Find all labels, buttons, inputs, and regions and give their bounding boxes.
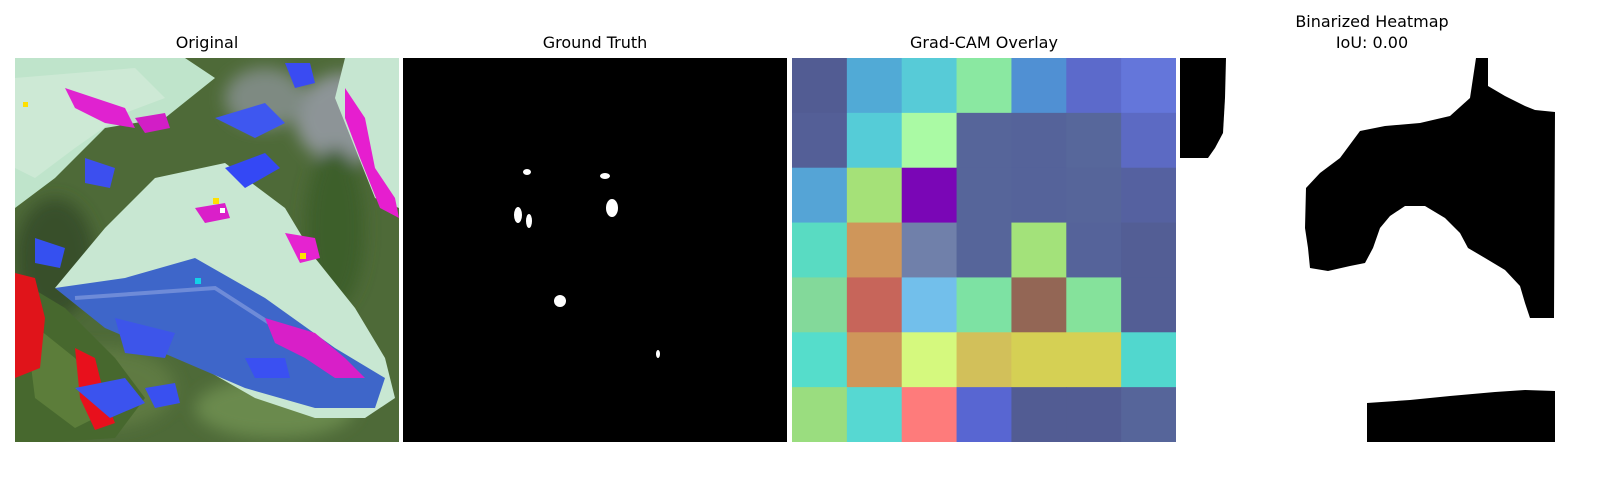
panel-title: Binarized Heatmap <box>1295 12 1449 31</box>
heatmap-cell <box>1011 277 1067 333</box>
heatmap-cell <box>956 167 1012 224</box>
heatmap-cell <box>1066 387 1122 442</box>
heatmap-cell <box>1011 332 1067 388</box>
heatmap-cell <box>846 332 903 388</box>
binary-image <box>1180 58 1564 442</box>
heatmap-cell <box>901 387 958 442</box>
heatmap-cell <box>1121 58 1176 114</box>
heatmap-cell <box>1121 387 1176 442</box>
heatmap-cell <box>1121 112 1176 169</box>
heatmap-cell <box>1121 222 1176 278</box>
heatmap-cell <box>1066 167 1122 224</box>
heatmap-cell <box>1011 58 1067 114</box>
heatmap-cell <box>1011 112 1067 169</box>
leaf-image <box>15 58 399 442</box>
heatmap-cell <box>846 222 903 278</box>
heatmap-cell <box>901 167 958 224</box>
heatmap-cell <box>792 277 848 333</box>
heatmap-cell <box>1011 222 1067 278</box>
heatmap-cell <box>1066 58 1122 114</box>
panel-title: Grad-CAM Overlay <box>910 33 1058 52</box>
heatmap-cell <box>956 277 1012 333</box>
original-image <box>15 58 399 442</box>
heatmap-cell <box>1066 112 1122 169</box>
iou-label: IoU: 0.00 <box>1335 33 1409 52</box>
mask-image <box>403 58 787 442</box>
heatmap-cell <box>901 112 958 169</box>
heatmap-cell <box>792 222 848 278</box>
gradcam-heatmap <box>792 58 1176 442</box>
heatmap-cell <box>846 387 903 442</box>
heatmap-cell <box>1121 167 1176 224</box>
heatmap-cell <box>956 112 1012 169</box>
heatmap-cell <box>1066 222 1122 278</box>
heatmap-cell <box>846 167 903 224</box>
heatmap-cell <box>1011 387 1067 442</box>
heatmap-cell <box>956 58 1012 114</box>
heatmap-cell <box>1066 332 1122 388</box>
heatmap-cell <box>1121 277 1176 333</box>
heatmap-cell <box>792 58 848 114</box>
binarized-mask <box>1180 58 1564 442</box>
heatmap-cell <box>846 112 903 169</box>
panel-gradcam-overlay: Grad-CAM Overlay <box>792 0 1176 500</box>
panel-original: Original <box>15 0 399 500</box>
heatmap-cell <box>846 58 903 114</box>
heatmap-grid <box>792 58 1176 442</box>
heatmap-cell <box>1011 167 1067 224</box>
panel-title: Original <box>175 33 239 52</box>
heatmap-cell <box>956 332 1012 388</box>
heatmap-cell <box>846 277 903 333</box>
ground-truth-mask <box>403 58 787 442</box>
heatmap-cell <box>792 112 848 169</box>
panel-binarized-heatmap: Binarized Heatmap IoU: 0.00 <box>1180 0 1564 500</box>
heatmap-cell <box>956 222 1012 278</box>
heatmap-cell <box>792 167 848 224</box>
heatmap-cell <box>792 332 848 388</box>
panel-ground-truth: Ground Truth <box>403 0 787 500</box>
heatmap-cell <box>901 277 958 333</box>
heatmap-cell <box>792 387 848 442</box>
heatmap-cell <box>956 387 1012 442</box>
heatmap-cell <box>901 332 958 388</box>
heatmap-cell <box>1121 332 1176 388</box>
panel-title: Ground Truth <box>542 33 648 52</box>
heatmap-cell <box>901 222 958 278</box>
heatmap-cell <box>1066 277 1122 333</box>
heatmap-cell <box>901 58 958 114</box>
